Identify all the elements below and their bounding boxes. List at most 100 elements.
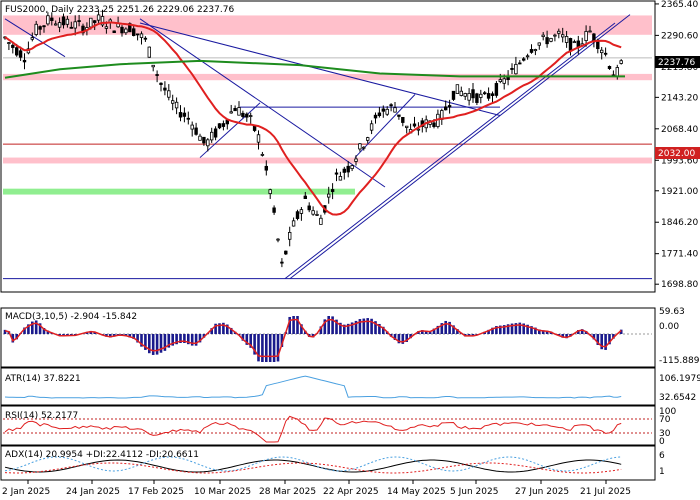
macd-bar bbox=[534, 327, 537, 334]
candle-body bbox=[89, 17, 93, 28]
candle-body bbox=[50, 17, 54, 21]
candle-body bbox=[369, 123, 374, 131]
macd-bar bbox=[604, 334, 607, 350]
macd-bar bbox=[600, 334, 603, 350]
candle-body bbox=[194, 127, 198, 135]
candle-body bbox=[280, 261, 284, 264]
macd-bar bbox=[89, 330, 93, 334]
candle-body bbox=[479, 93, 483, 98]
macd-bar bbox=[619, 329, 623, 334]
candle-body bbox=[514, 63, 518, 75]
candle-body bbox=[393, 107, 397, 113]
macd-bar bbox=[506, 324, 510, 334]
candle-body bbox=[326, 193, 331, 198]
x-tick-label: 24 Jan 2025 bbox=[66, 487, 120, 497]
current-price-tag: 2237.76 bbox=[658, 58, 695, 68]
candle-body bbox=[404, 125, 409, 128]
macd-bar bbox=[229, 327, 233, 334]
candle-body bbox=[182, 112, 187, 117]
price-y-axis: 2365.402290.602215.802143.202068.401993.… bbox=[655, 0, 698, 290]
candle-body bbox=[533, 49, 538, 52]
candle-body bbox=[482, 92, 487, 95]
macd-bar bbox=[311, 334, 315, 338]
macd-bar bbox=[397, 334, 401, 344]
candle-body bbox=[22, 59, 27, 63]
candle-body bbox=[14, 47, 19, 56]
macd-bar bbox=[167, 334, 171, 348]
candle-body bbox=[167, 90, 171, 98]
candle-body bbox=[381, 108, 385, 112]
macd-bar bbox=[596, 334, 600, 345]
macd-bar bbox=[545, 330, 549, 334]
macd-bar bbox=[522, 323, 525, 334]
x-tick-label: 14 May 2025 bbox=[387, 487, 446, 497]
candle-body bbox=[112, 30, 116, 34]
macd-bar bbox=[491, 327, 494, 334]
macd-bar bbox=[592, 334, 596, 340]
macd-tick-label: 0.00 bbox=[659, 322, 679, 332]
candle-body bbox=[600, 49, 604, 54]
candle-body bbox=[128, 23, 132, 33]
trendline bbox=[139, 22, 501, 117]
marked-level-tag-bg bbox=[655, 147, 700, 159]
candle-body bbox=[459, 90, 463, 96]
macd-tick-label: 59.63 bbox=[659, 307, 685, 317]
macd-bar bbox=[440, 323, 444, 334]
candle-body bbox=[553, 34, 557, 37]
macd-bar bbox=[288, 316, 291, 334]
trendline bbox=[139, 18, 386, 188]
candle-body bbox=[389, 104, 393, 107]
candle-body bbox=[143, 37, 148, 40]
macd-bar bbox=[448, 321, 451, 334]
macd-bar bbox=[343, 324, 346, 334]
macd-bar bbox=[331, 316, 334, 334]
candle-body bbox=[545, 37, 549, 45]
candle-body bbox=[69, 26, 73, 29]
macd-bar bbox=[15, 334, 18, 340]
macd-bar bbox=[261, 334, 264, 362]
candle-body bbox=[498, 79, 502, 83]
candle-body bbox=[284, 250, 288, 255]
candle-body bbox=[131, 28, 136, 36]
macd-bar bbox=[31, 321, 34, 334]
candle-body bbox=[18, 50, 23, 58]
candle-body bbox=[467, 93, 471, 101]
candle-body bbox=[615, 67, 619, 77]
macd-bar bbox=[456, 329, 459, 334]
candle-body bbox=[100, 16, 105, 26]
candle-body bbox=[295, 211, 300, 219]
candle-body bbox=[319, 217, 323, 225]
macd-bar bbox=[210, 328, 213, 334]
macd-bar bbox=[382, 326, 385, 334]
candle-body bbox=[65, 18, 70, 25]
atr-y-axis: 106.1979 32.6542 bbox=[659, 374, 700, 403]
atr-line bbox=[4, 375, 622, 399]
macd-bar bbox=[393, 334, 397, 340]
macd-bar bbox=[198, 334, 202, 343]
macd-bar bbox=[112, 334, 116, 337]
macd-bar bbox=[487, 329, 490, 334]
macd-tick-label: -115.889 bbox=[659, 356, 700, 366]
x-tick-label: 22 Apr 2025 bbox=[323, 487, 379, 497]
candle-body bbox=[206, 139, 210, 147]
candle-body bbox=[443, 106, 448, 111]
candle-body bbox=[518, 62, 522, 65]
candle-body bbox=[61, 16, 66, 26]
candle-body bbox=[494, 83, 499, 96]
candle-body bbox=[268, 189, 272, 194]
candle-body bbox=[564, 36, 569, 43]
candle-body bbox=[362, 146, 366, 149]
macd-bar bbox=[171, 334, 174, 346]
candle-body bbox=[607, 66, 612, 69]
candle-body bbox=[342, 168, 346, 173]
adx-line-path bbox=[4, 459, 622, 473]
macd-bar bbox=[378, 323, 381, 334]
candle-body bbox=[73, 21, 77, 29]
macd-bar bbox=[183, 334, 186, 343]
candle-body bbox=[202, 136, 206, 144]
x-tick-label: 17 Feb 2025 bbox=[128, 487, 184, 497]
macd-histogram bbox=[3, 316, 652, 362]
macd-bar bbox=[409, 334, 412, 339]
macd-bar bbox=[541, 330, 545, 334]
candle-body bbox=[151, 64, 155, 68]
